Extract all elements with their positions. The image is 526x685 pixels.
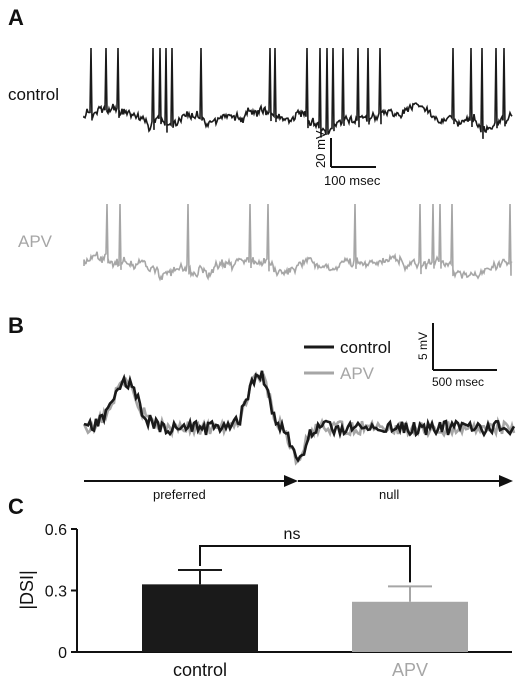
direction-arrows: preferred null — [84, 475, 513, 502]
panel-a-control-trace — [83, 47, 513, 139]
preferred-arrowhead — [284, 475, 298, 487]
null-arrowhead — [499, 475, 513, 487]
y-axis-label: |DSI| — [17, 570, 37, 609]
y-tick-label: 0.3 — [45, 584, 67, 601]
bar-control — [142, 584, 258, 652]
y-tick-label: 0.6 — [45, 522, 67, 539]
null-label: null — [379, 487, 399, 502]
panel-b-scalebar: 5 mV 500 msec — [416, 323, 497, 389]
y-tick-label: 0 — [58, 645, 67, 662]
panel-a-scalebar-v-label: 20 mV — [313, 130, 328, 168]
panel-b-scalebar-h-label: 500 msec — [432, 375, 484, 389]
significance-bracket — [199, 545, 411, 583]
panel-b-control-trace — [83, 370, 516, 463]
x-tick-label-control: control — [173, 660, 227, 680]
panel-b-legend: control APV — [304, 338, 391, 383]
x-tick-label-apv: APV — [392, 660, 428, 680]
panel-a-scalebar: 20 mV 100 msec — [313, 130, 381, 188]
panel-c-letter: C — [8, 494, 24, 519]
legend-control-label: control — [340, 338, 391, 357]
panel-a-letter: A — [8, 5, 24, 30]
panel-a-control-label: control — [8, 85, 59, 104]
preferred-label: preferred — [153, 487, 206, 502]
panel-a-apv-label: APV — [18, 232, 53, 251]
legend-apv-label: APV — [340, 364, 375, 383]
panel-a-apv-trace — [83, 203, 513, 282]
panel-b-scalebar-v-label: 5 mV — [416, 332, 430, 360]
panel-b-letter: B — [8, 313, 24, 338]
bar-apv — [352, 601, 468, 652]
panel-a-scalebar-h-label: 100 msec — [324, 173, 381, 188]
significance-label: ns — [284, 526, 301, 543]
dsi-bar-chart: |DSI| ns 0 0.3 0.6 control APV — [17, 522, 512, 680]
